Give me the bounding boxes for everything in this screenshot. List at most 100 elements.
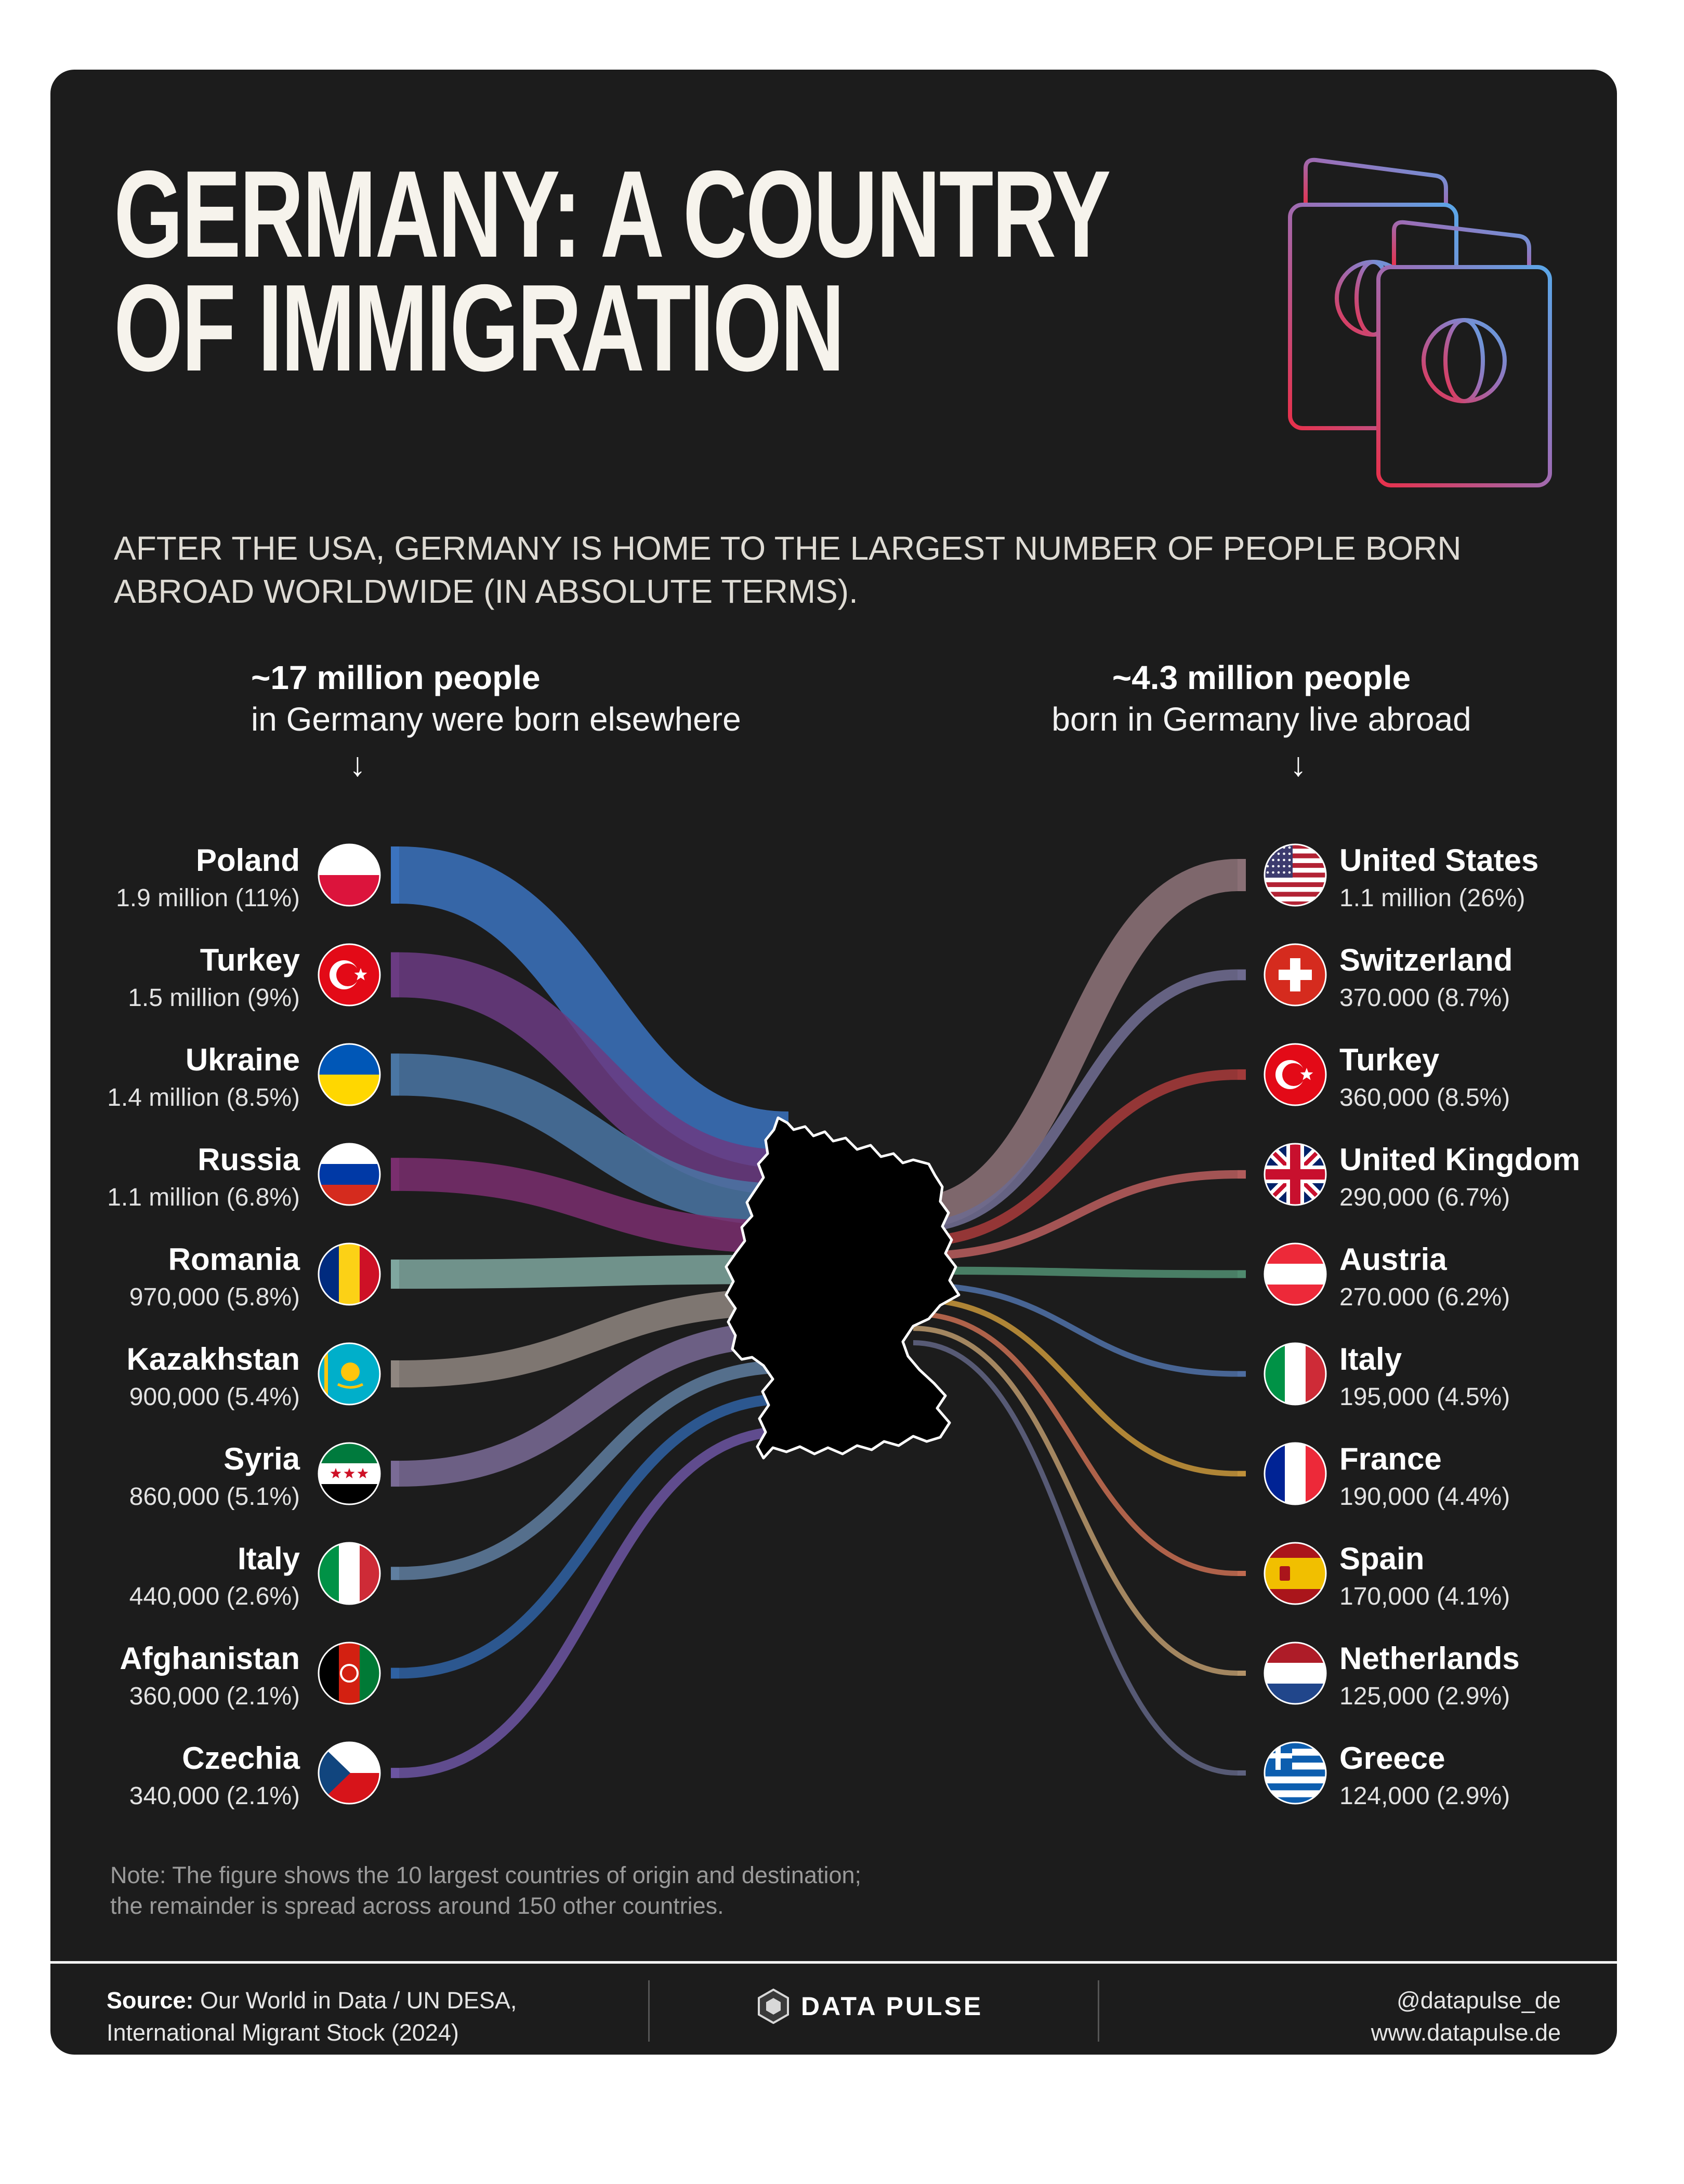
outflow-header-bold: ~4.3 million people [1112,659,1411,696]
outflow-country-italy: Italy [1339,1342,1402,1376]
inflow-value-afghanistan: 360,000 (2.1%) [129,1683,300,1710]
outflow-node-united-kingdom [1238,1170,1246,1179]
outflow-node-united-states [1238,859,1246,891]
inflow-value-romania: 970,000 (5.8%) [129,1283,300,1311]
inflow-ribbon-czechia [399,1426,789,1778]
outflow-node-switzerland [1238,969,1246,981]
flag-syria-icon [318,1442,381,1505]
inflow-value-czechia: 340,000 (2.1%) [129,1782,300,1810]
outflow-country-turkey: Turkey [1339,1042,1440,1077]
title-line-2: OF IMMIGRATION [114,259,845,397]
page-title: GERMANY: A COUNTRY OF IMMIGRATION [114,145,1111,397]
inflow-value-italy: 440,000 (2.6%) [129,1583,300,1610]
outflow-country-united-states: United States [1339,843,1538,878]
passports-icon [1288,157,1552,487]
social-handle[interactable]: @datapulse_de [1397,1987,1561,2014]
inflow-country-syria: Syria [223,1441,300,1476]
inflow-value-ukraine: 1.4 million (8.5%) [107,1084,300,1111]
outflow-country-united-kingdom: United Kingdom [1339,1142,1580,1177]
inflow-country-ukraine: Ukraine [186,1042,300,1077]
outflow-node-austria [1238,1270,1246,1278]
inflow-country-czechia: Czechia [182,1741,300,1776]
social-links: @datapulse_de www.datapulse.de [1371,1984,1561,2049]
flag-romania-icon [318,1242,381,1306]
inflow-value-syria: 860,000 (5.1%) [129,1483,300,1511]
outflow-value-austria: 270.000 (6.2%) [1339,1283,1510,1311]
sankey-chart: Poland 1.9 million (11%) Turkey 1.5 million… [107,843,1580,1810]
outflow-ribbon-france [913,1296,1238,1477]
outflow-country-spain: Spain [1339,1541,1424,1576]
flag-turkey-icon [318,943,381,1007]
inflow-country-russia: Russia [198,1142,300,1177]
outflow-node-netherlands [1238,1671,1246,1676]
infographic-card: GERMANY: A COUNTRY OF IMMIGRATION [50,70,1617,2055]
inflow-ribbon-italy [399,1359,789,1580]
inflow-country-romania: Romania [168,1242,300,1277]
outflow-value-greece: 124,000 (2.9%) [1339,1782,1510,1810]
inflow-ribbon-afghanistan [399,1393,789,1679]
outflow-value-netherlands: 125,000 (2.9%) [1339,1683,1510,1710]
flag-switzerland-icon [1264,943,1327,1007]
outflow-ribbon-switzerland [913,969,1238,1233]
flag-italy-icon [1264,1342,1327,1406]
outflow-country-switzerland: Switzerland [1339,943,1512,977]
outflow-ribbon-greece [913,1340,1238,1776]
brand-logo[interactable]: DATA PULSE [757,1989,983,2024]
outflow-ribbon-italy [913,1282,1238,1377]
outflow-node-spain [1238,1571,1246,1576]
inflow-node-ukraine [391,1053,399,1096]
inflow-value-turkey: 1.5 million (9%) [128,984,300,1012]
outflow-value-united-kingdom: 290,000 (6.7%) [1339,1184,1510,1211]
inflow-node-romania [391,1259,399,1289]
flag-usa-icon [1264,843,1327,907]
inflow-ribbon-syria [399,1321,789,1487]
flag-poland-icon [318,843,381,907]
inflow-value-poland: 1.9 million (11%) [116,884,300,912]
subtitle: AFTER THE USA, GERMANY IS HOME TO THE LA… [114,530,1462,611]
flag-afghanistan-icon [318,1642,381,1705]
outflow-country-greece: Greece [1339,1741,1445,1776]
outflow-ribbon-united-states [913,859,1238,1229]
inflow-header-text: in Germany were born elsewhere [251,700,741,738]
outflow-ribbon-spain [913,1311,1238,1576]
footer-divider [1098,1980,1099,2042]
outflow-value-italy: 195,000 (4.5%) [1339,1383,1510,1411]
inflow-node-russia [391,1158,399,1191]
flag-greece-icon [1264,1741,1327,1805]
outflow-ribbon-united-kingdom [913,1170,1238,1261]
outflow-value-france: 190,000 (4.4%) [1339,1483,1510,1511]
arrow-down-icon: ↓ [349,746,366,783]
inflow-node-turkey [391,952,399,998]
brand-name: DATA PULSE [801,1992,983,2021]
title-line-1: GERMANY: A COUNTRY [114,145,1111,283]
outflow-node-greece [1238,1770,1246,1776]
flag-italy-icon [318,1542,381,1605]
inflow-ribbon-russia [399,1158,789,1254]
inflow-node-poland [391,846,399,904]
source-label: Source: [107,1987,194,2014]
outflow-node-france [1238,1471,1246,1477]
inflow-node-italy [391,1567,399,1580]
flag-austria-icon [1264,1242,1327,1306]
footnote-line-1: Note: The figure shows the 10 largest co… [110,1862,862,1888]
footer-divider [648,1980,650,2042]
inflow-node-afghanistan [391,1667,399,1679]
outflow-ribbon-netherlands [913,1326,1238,1676]
inflow-country-turkey: Turkey [200,943,300,977]
outflow-ribbon-austria [913,1266,1238,1278]
inflow-country-poland: Poland [196,843,300,878]
outflow-value-switzerland: 370.000 (8.7%) [1339,984,1510,1012]
inflow-ribbon-kazakhstan [399,1288,789,1388]
outflow-header: ~4.3 million people born in Germany live… [1028,657,1495,740]
outflow-node-italy [1238,1371,1246,1377]
website-link[interactable]: www.datapulse.de [1371,2019,1561,2046]
flag-ukraine-icon [318,1043,381,1106]
source-credit: Source: Our World in Data / UN DESA, Int… [107,1984,517,2049]
flag-russia-icon [318,1143,381,1206]
footnote: Note: The figure shows the 10 largest co… [110,1860,861,1922]
outflow-value-united-states: 1.1 million (26%) [1339,884,1525,912]
flag-uk-icon [1264,1143,1327,1206]
inflow-header: ~17 million people in Germany were born … [251,657,741,740]
outflow-header-text: born in Germany live abroad [1051,700,1471,738]
inflow-ribbon-poland [398,846,790,1169]
